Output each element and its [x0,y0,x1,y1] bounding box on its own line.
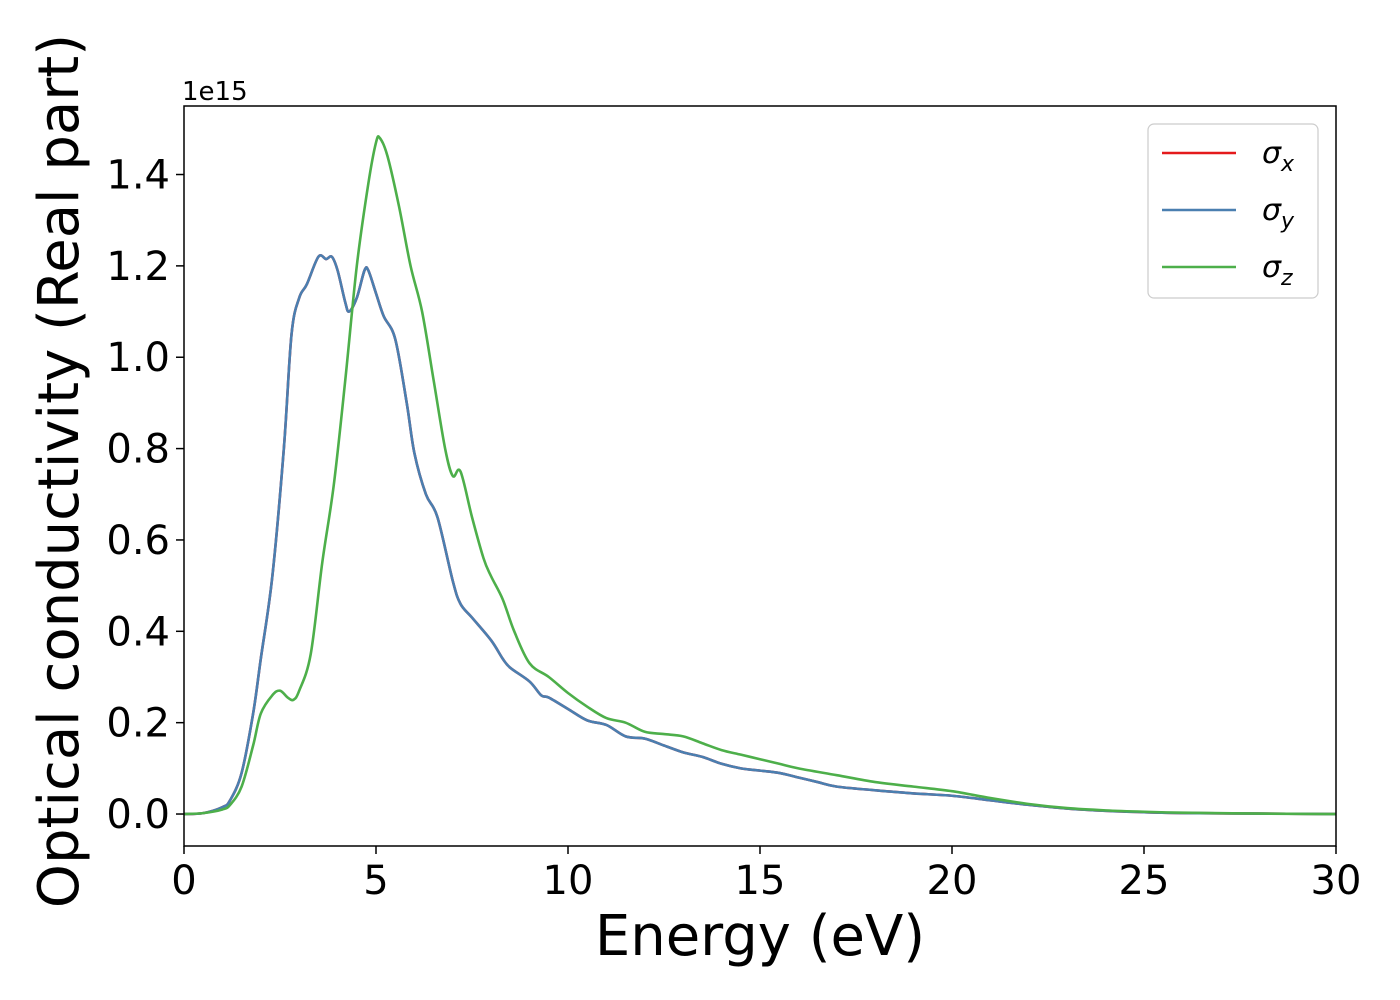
y-tick-label: 1.4 [106,153,170,199]
x-tick-label: 5 [363,858,388,904]
x-tick-label: 0 [171,858,196,904]
x-tick-label: 30 [1311,858,1362,904]
legend-symbol: σ [1262,250,1282,285]
y-axis-label: Optical conductivity (Real part) [27,34,92,908]
legend-symbol: σ [1262,136,1282,171]
x-axis: 0 5 10 15 20 25 30 [171,846,1361,904]
x-tick-label: 10 [543,858,594,904]
y-offset-label: 1e15 [182,77,248,107]
series-line-z [184,135,1336,816]
series-line-y [184,254,1336,816]
legend-subscript: z [1280,266,1293,291]
y-tick-label: 1.2 [106,244,170,290]
y-tick-label: 0.4 [106,609,170,655]
legend-subscript: x [1280,152,1295,177]
y-tick-label: 0.8 [106,427,170,473]
y-tick-label: 1.0 [106,335,170,381]
y-tick-label: 0.2 [106,701,170,747]
x-tick-label: 20 [927,858,978,904]
legend-label-y: σy [1262,193,1295,234]
x-tick-label: 15 [735,858,786,904]
x-tick-label: 25 [1119,858,1170,904]
x-axis-label: Energy (eV) [595,904,925,969]
legend-label-z: σz [1262,250,1293,291]
y-axis: 0.0 0.2 0.4 0.6 0.8 1.0 1.2 1.4 [106,153,184,838]
legend-subscript: y [1280,209,1295,234]
series-layer [184,135,1336,816]
plot-area [183,105,1337,847]
y-tick-label: 0.0 [106,792,170,838]
y-tick-label: 0.6 [106,518,170,564]
legend-symbol: σ [1262,193,1282,228]
legend-label-x: σx [1262,136,1295,177]
